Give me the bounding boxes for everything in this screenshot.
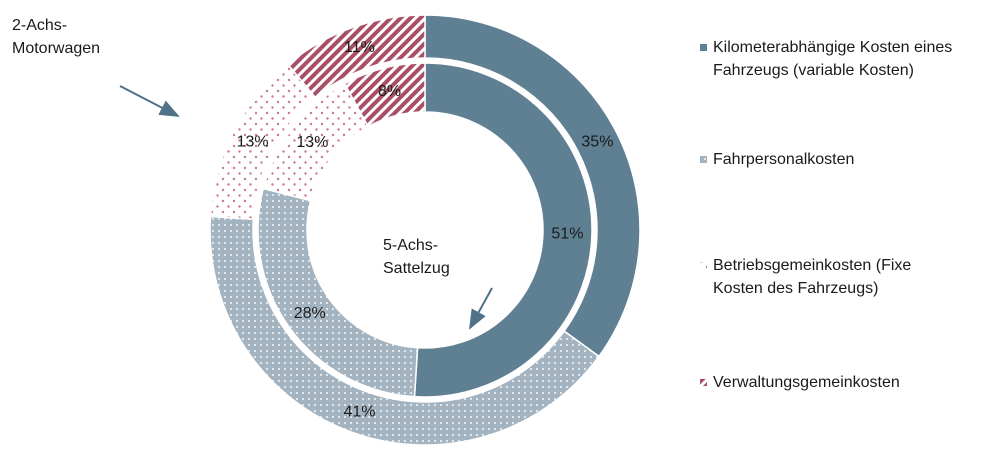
- annotation: 5-Achs- Sattelzug: [383, 237, 450, 277]
- legend-label: Betriebsgemeinkosten (Fixe Kosten des Fa…: [713, 257, 912, 297]
- donut-segment: [209, 215, 600, 446]
- data-label: 13%: [296, 134, 328, 151]
- data-label: 13%: [237, 133, 269, 150]
- legend-marker: [700, 379, 707, 386]
- donut-segment: [343, 62, 426, 128]
- annotation-arrow: [469, 287, 493, 330]
- data-label: 41%: [343, 403, 375, 420]
- legend-marker: [700, 262, 707, 269]
- donut-segment: [413, 62, 593, 398]
- data-label: 35%: [581, 133, 613, 150]
- legend-label: Verwaltungsgemeinkosten: [713, 374, 900, 391]
- annotation: 2-Achs- Motorwagen: [12, 17, 101, 57]
- legend-marker: [700, 156, 707, 163]
- data-label: 28%: [294, 305, 326, 322]
- legend-marker: [700, 44, 707, 51]
- legend-label: Kilometerabhängige Kosten eines Fahrzeug…: [713, 39, 953, 79]
- data-label: 11%: [344, 39, 375, 56]
- data-label: 51%: [551, 226, 583, 243]
- donut-segment: [286, 14, 426, 99]
- legend-label: Fahrpersonalkosten: [713, 151, 855, 168]
- annotation-arrow: [119, 85, 180, 117]
- data-label: 8%: [378, 83, 401, 100]
- donut-segment: [257, 187, 419, 398]
